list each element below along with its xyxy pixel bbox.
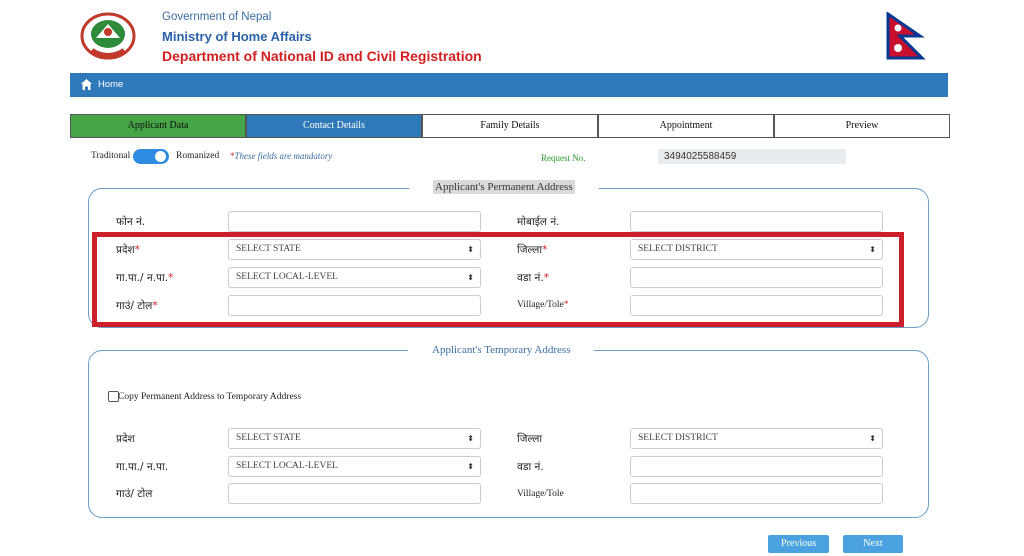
select-arrows-icon: ⬍ <box>467 273 474 282</box>
temp-state-label: प्रदेश <box>116 433 135 445</box>
temp-district-label: जिल्ला <box>517 433 543 445</box>
temp-district-select[interactable]: SELECT DISTRICT ⬍ <box>630 428 883 449</box>
temp-tole-label: गाउं/ टोल <box>116 488 153 500</box>
perm-state-select[interactable]: SELECT STATE ⬍ <box>228 239 481 260</box>
tab-appointment[interactable]: Appointment <box>598 114 774 138</box>
perm-district-select[interactable]: SELECT DISTRICT ⬍ <box>630 239 883 260</box>
permanent-address-legend: Applicant's Permanent Address <box>409 180 599 194</box>
toggle-knob <box>155 151 166 162</box>
mandatory-note-text: These fields are mandatory <box>234 151 333 161</box>
tab-family-details[interactable]: Family Details <box>422 114 598 138</box>
step-tabs: Applicant Data Contact Details Family De… <box>70 114 950 138</box>
select-arrows-icon: ⬍ <box>467 245 474 254</box>
traditional-label: Traditonal <box>91 151 131 161</box>
perm-district-label: जिल्ला* <box>517 244 548 256</box>
request-number-field: 3494025588459 <box>658 149 846 164</box>
permanent-address-legend-text: Applicant's Permanent Address <box>433 180 575 194</box>
top-navbar: Home <box>70 73 948 97</box>
perm-tole-label: गाउं/ टोल* <box>116 300 158 312</box>
nepal-flag-icon <box>886 12 926 60</box>
copy-address-checkbox[interactable] <box>108 391 119 402</box>
temp-village-input[interactable] <box>630 483 883 504</box>
perm-village-label: Village/Tole* <box>517 300 569 310</box>
select-arrows-icon: ⬍ <box>869 245 876 254</box>
temp-village-label: Village/Tole <box>517 489 564 499</box>
mobile-input[interactable] <box>630 211 883 232</box>
ministry-name: Ministry of Home Affairs <box>162 29 312 44</box>
mandatory-note: *These fields are mandatory <box>230 151 333 161</box>
temp-ward-label: वडा नं. <box>517 461 544 473</box>
select-arrows-icon: ⬍ <box>467 434 474 443</box>
perm-tole-input[interactable] <box>228 295 481 316</box>
mobile-label: मोबाईल नं. <box>517 216 560 228</box>
temp-ward-input[interactable] <box>630 456 883 477</box>
nepal-emblem-icon <box>80 12 136 60</box>
government-name: Government of Nepal <box>162 11 272 23</box>
perm-local-level-select[interactable]: SELECT LOCAL-LEVEL ⬍ <box>228 267 481 288</box>
previous-button[interactable]: Previous <box>768 535 829 553</box>
home-link[interactable]: Home <box>98 79 124 90</box>
perm-village-input[interactable] <box>630 295 883 316</box>
perm-state-label: प्रदेश* <box>116 244 140 256</box>
department-name: Department of National ID and Civil Regi… <box>162 48 482 64</box>
tab-contact-details[interactable]: Contact Details <box>246 114 422 138</box>
temp-state-select[interactable]: SELECT STATE ⬍ <box>228 428 481 449</box>
temporary-address-legend: Applicant's Temporary Address <box>408 344 595 356</box>
tab-preview[interactable]: Preview <box>774 114 950 138</box>
tab-applicant-data[interactable]: Applicant Data <box>70 114 246 138</box>
romanized-label: Romanized <box>176 151 220 161</box>
copy-address-label[interactable]: Copy Permanent Address to Temporary Addr… <box>118 392 302 402</box>
temp-local-level-label: गा.पा./ न.पा. <box>116 461 169 473</box>
home-icon[interactable] <box>80 78 93 91</box>
temp-tole-input[interactable] <box>228 483 481 504</box>
phone-label: फोन नं. <box>116 216 146 228</box>
perm-ward-label: वडा नं.* <box>517 272 549 284</box>
highlight-box <box>92 232 904 327</box>
select-arrows-icon: ⬍ <box>467 462 474 471</box>
perm-ward-input[interactable] <box>630 267 883 288</box>
select-arrows-icon: ⬍ <box>869 434 876 443</box>
phone-input[interactable] <box>228 211 481 232</box>
script-toggle[interactable] <box>133 149 169 164</box>
temp-local-level-select[interactable]: SELECT LOCAL-LEVEL ⬍ <box>228 456 481 477</box>
perm-local-level-label: गा.पा./ न.पा.* <box>116 272 174 284</box>
next-button[interactable]: Next <box>843 535 903 553</box>
request-number-label: Request No. <box>541 153 586 163</box>
